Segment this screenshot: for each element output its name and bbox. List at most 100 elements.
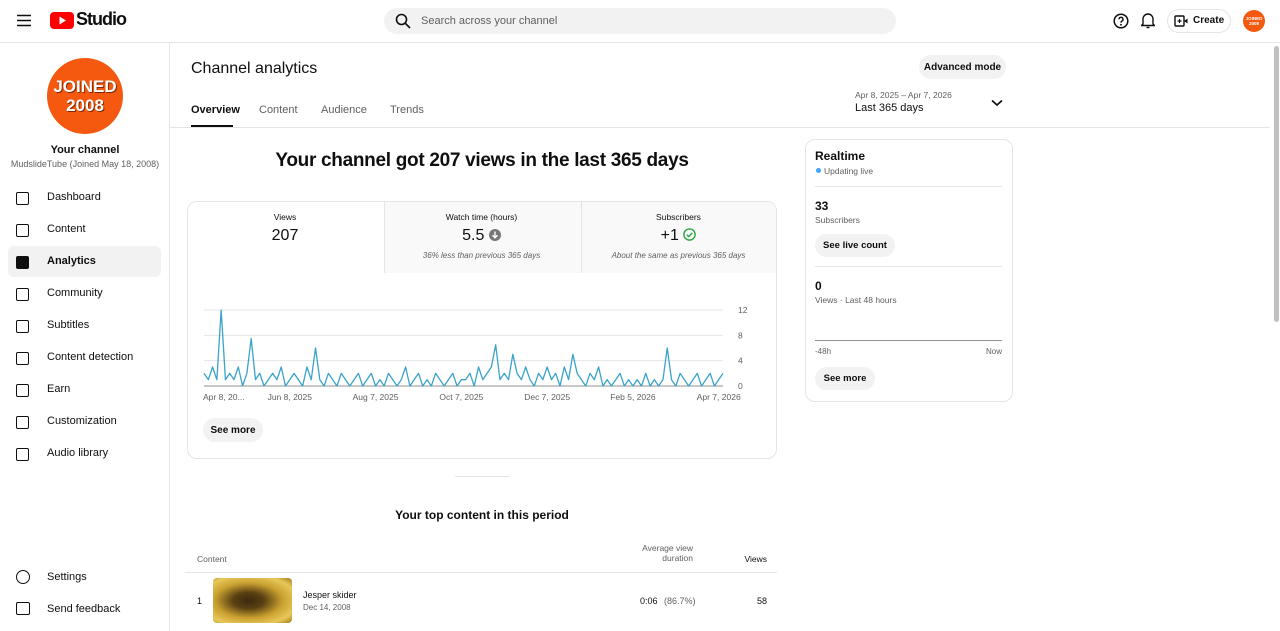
metric-note: About the same as previous 365 days [611, 251, 746, 260]
tab[interactable]: Trends [390, 104, 424, 116]
channel-avatar[interactable]: JOINED 2008 [47, 58, 123, 134]
views-chart: 0 4 8 12 Apr 8, 20... Jun 8, 2025 Aug 7, 2025 O… [203, 305, 748, 402]
realtime-axis-start: -48h [815, 347, 832, 356]
see-more-button[interactable]: See more [203, 418, 263, 442]
search-icon [395, 13, 411, 29]
tab[interactable]: Content [259, 104, 298, 116]
nav-item[interactable]: Earn [47, 383, 71, 395]
help-icon[interactable] [1113, 13, 1129, 29]
metric-label: Watch time (hours) [445, 212, 518, 222]
metric-value: +1 [660, 227, 679, 244]
avg-duration: 0:06 [640, 596, 658, 606]
subscriber-count: 33 [815, 199, 829, 213]
table-divider [185, 572, 777, 573]
x-tick-label: Aug 7, 2025 [353, 392, 399, 402]
realtime-views: 0 [815, 279, 822, 293]
tab[interactable]: Overview [191, 104, 240, 116]
nav-icon [16, 320, 29, 333]
nav-item[interactable]: Analytics [47, 255, 96, 267]
metric-tile[interactable] [581, 202, 776, 273]
column-header[interactable]: Views [744, 554, 767, 564]
metric-value-row: 5.5 [383, 227, 580, 245]
logo-text[interactable]: Studio [76, 9, 127, 29]
date-range[interactable]: Apr 8, 2025 – Apr 7, 2026 [855, 90, 952, 100]
nav-icon [16, 384, 29, 397]
search-box[interactable] [384, 8, 896, 34]
scrollbar[interactable] [1274, 46, 1279, 322]
realtime-title: Realtime [815, 149, 866, 163]
nav-item[interactable]: Subtitles [47, 319, 90, 331]
top-bar [0, 0, 1280, 43]
x-tick-label: Feb 5, 2026 [610, 392, 656, 402]
nav-item[interactable]: Community [47, 287, 103, 299]
avatar-text: 2008 [66, 96, 104, 115]
nav-icon [16, 288, 29, 301]
nav-icon [16, 352, 29, 365]
nav-icon [16, 192, 29, 205]
metric-label: Subscribers [656, 212, 701, 222]
x-tick-label: Apr 7, 2026 [697, 392, 741, 402]
nav-item[interactable]: Content [47, 223, 86, 235]
date-label[interactable]: Last 365 days [855, 102, 924, 114]
check-icon [683, 228, 697, 241]
realtime-see-more-button[interactable]: See more [815, 367, 875, 390]
realtime-status: Updating live [824, 166, 874, 176]
nav-item[interactable]: Customization [47, 415, 117, 427]
nav-icon [16, 224, 29, 237]
page-title: Channel analytics [191, 60, 318, 77]
nav-item[interactable]: Dashboard [47, 191, 101, 203]
column-header[interactable]: Average view duration [642, 543, 693, 563]
metric-label: Views [273, 212, 297, 222]
video-date: Dec 14, 2008 [303, 603, 351, 612]
metric-note: 36% less than previous 365 days [422, 251, 541, 260]
menu-button[interactable] [17, 14, 31, 27]
nav-item[interactable]: Audio library [47, 447, 109, 459]
subscriber-label: Subscribers [815, 215, 860, 225]
nav-icon [16, 256, 29, 269]
create-button[interactable] [1167, 9, 1231, 33]
views-line [203, 309, 724, 387]
realtime-card [805, 139, 1013, 402]
create-label[interactable]: Create [1193, 15, 1225, 26]
realtime-axis [815, 340, 1002, 341]
account-avatar[interactable]: JOINED 2008 [1243, 10, 1265, 32]
nav-item[interactable]: Send feedback [47, 603, 121, 615]
realtime-axis-end: Now [985, 347, 1002, 356]
video-thumbnail[interactable] [213, 578, 292, 623]
x-tick-label: Jun 8, 2025 [268, 392, 313, 402]
channel-name: MudslideTube (Joined May 18, 2008) [10, 159, 160, 169]
header-divider [170, 127, 1270, 128]
realtime-views-label: Views · Last 48 hours [815, 295, 897, 305]
tab[interactable]: Audience [321, 104, 367, 116]
y-tick-label: 12 [738, 305, 748, 315]
metric-value: 207 [271, 227, 299, 244]
see-live-count-button[interactable]: See live count [815, 234, 895, 257]
x-tick-label: Oct 7, 2025 [439, 392, 483, 402]
y-tick-label: 8 [738, 330, 743, 340]
sidebar [0, 43, 170, 631]
logo-icon[interactable] [50, 12, 74, 29]
nav-item[interactable]: Settings [47, 571, 87, 583]
video-title[interactable]: Jesper skider [303, 590, 357, 600]
settings-icon [16, 570, 30, 584]
section-divider [455, 476, 510, 477]
nav-icon [16, 416, 29, 429]
advanced-mode-button[interactable]: Advanced mode [919, 55, 1006, 79]
search-placeholder[interactable]: Search across your channel [421, 15, 558, 27]
y-tick-label: 0 [738, 381, 743, 391]
y-tick-label: 4 [738, 356, 743, 366]
top-content-title: Your top content in this period [395, 508, 569, 522]
down-icon [488, 229, 501, 241]
avatar-text: 2008 [1248, 21, 1259, 26]
metric-value-row: +1 [580, 227, 777, 245]
column-header: Content [197, 554, 227, 564]
x-tick-label: Apr 8, 20... [203, 392, 245, 402]
active-nav-bg [8, 246, 161, 277]
live-dot [816, 168, 821, 173]
nav-item[interactable]: Content detection [47, 351, 134, 363]
feedback-icon [16, 602, 30, 615]
notifications-icon[interactable] [1141, 12, 1155, 29]
metric-tile[interactable] [384, 202, 582, 273]
date-dropdown-icon[interactable] [991, 99, 1003, 107]
